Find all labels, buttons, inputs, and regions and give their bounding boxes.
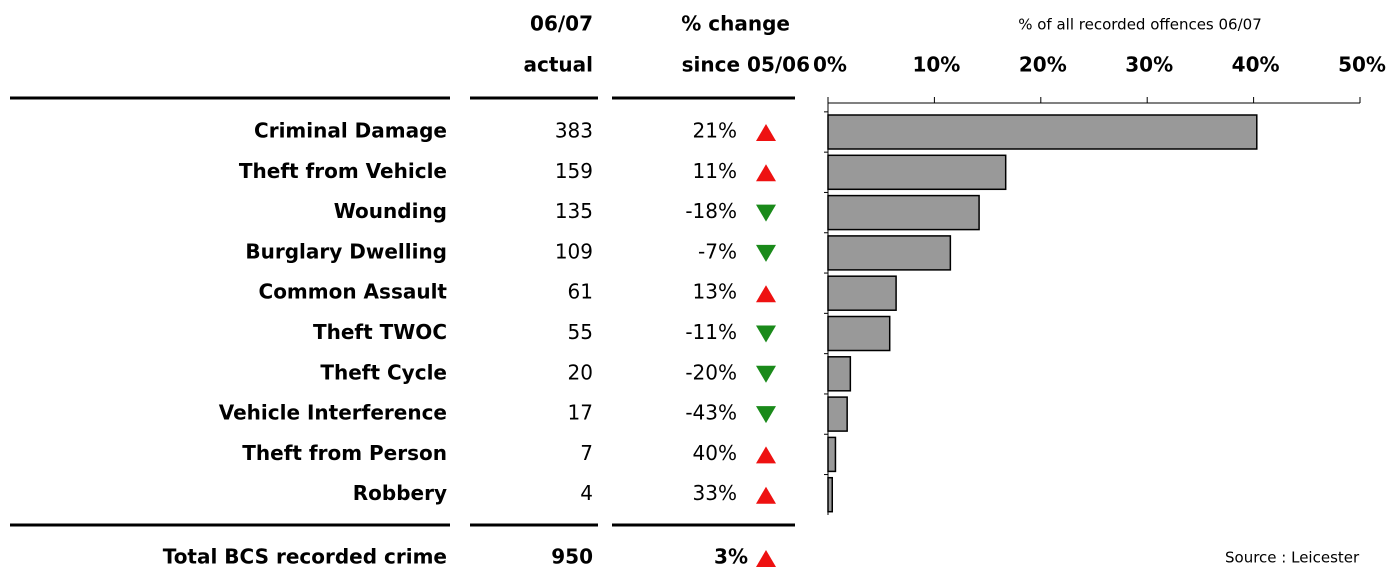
change: 11% — [693, 159, 737, 183]
change: 40% — [693, 441, 737, 465]
row-label: Wounding — [334, 199, 447, 223]
row-label: Theft Cycle — [320, 360, 447, 384]
row-label: Criminal Damage — [254, 119, 447, 143]
down-arrow — [756, 325, 776, 343]
change: -20% — [685, 360, 737, 384]
column-header: 06/07 — [530, 12, 593, 36]
change: 33% — [693, 481, 737, 505]
x-tick-label: 20% — [1019, 53, 1067, 77]
change: -43% — [685, 401, 737, 425]
rules — [10, 96, 795, 527]
total-change: 3% — [714, 545, 748, 569]
change: 21% — [693, 119, 737, 143]
row-label: Burglary Dwelling — [245, 239, 447, 263]
up-arrow — [756, 486, 776, 504]
count: 61 — [568, 280, 593, 304]
row-label: Theft TWOC — [313, 320, 447, 344]
source: Source : Leicester — [1225, 549, 1360, 567]
count: 109 — [555, 239, 593, 263]
count: 383 — [555, 119, 593, 143]
x-tick-label: 30% — [1125, 53, 1173, 77]
count: 135 — [555, 199, 593, 223]
change: -18% — [685, 199, 737, 223]
up-arrow — [756, 285, 776, 303]
bar — [827, 476, 834, 513]
count: 55 — [568, 320, 593, 344]
count: 7 — [580, 441, 593, 465]
bar — [827, 154, 1007, 191]
x-tick-label: 0% — [813, 53, 847, 77]
bar — [827, 235, 952, 271]
down-arrow — [756, 204, 776, 222]
up-arrow — [756, 124, 776, 141]
count: 20 — [568, 360, 593, 384]
x-tick-label: 10% — [912, 53, 960, 77]
up-arrow — [756, 164, 776, 182]
x-tick-label: 40% — [1232, 53, 1280, 77]
count: 4 — [580, 481, 593, 505]
bar — [827, 356, 852, 392]
total-count: 950 — [551, 545, 593, 569]
change: 13% — [693, 280, 737, 304]
total-label: Total BCS recorded crime — [163, 545, 447, 569]
count: 17 — [568, 401, 593, 425]
change: -11% — [685, 320, 737, 344]
up-arrow — [756, 550, 776, 567]
row-label: Theft from Person — [242, 441, 447, 465]
bar — [827, 114, 1258, 150]
bar — [827, 396, 848, 432]
bar — [827, 275, 897, 311]
down-arrow — [756, 365, 776, 383]
row-label: Theft from Vehicle — [239, 159, 447, 183]
bar — [827, 315, 891, 352]
row-label: Robbery — [353, 481, 447, 505]
up-arrow — [756, 446, 776, 464]
change: -7% — [698, 239, 737, 263]
x-tick-label: 50% — [1338, 53, 1386, 77]
down-arrow — [756, 406, 776, 424]
down-arrow — [756, 244, 776, 262]
row-label: Common Assault — [259, 280, 448, 304]
column-header: since 05/06 — [682, 53, 810, 77]
column-header: actual — [523, 53, 593, 77]
chart-title: % of all recorded offences 06/07 — [1018, 16, 1262, 34]
count: 159 — [555, 159, 593, 183]
bar — [827, 194, 980, 231]
column-header: % change — [681, 12, 790, 36]
bar — [827, 436, 837, 473]
row-label: Vehicle Interference — [219, 401, 447, 425]
